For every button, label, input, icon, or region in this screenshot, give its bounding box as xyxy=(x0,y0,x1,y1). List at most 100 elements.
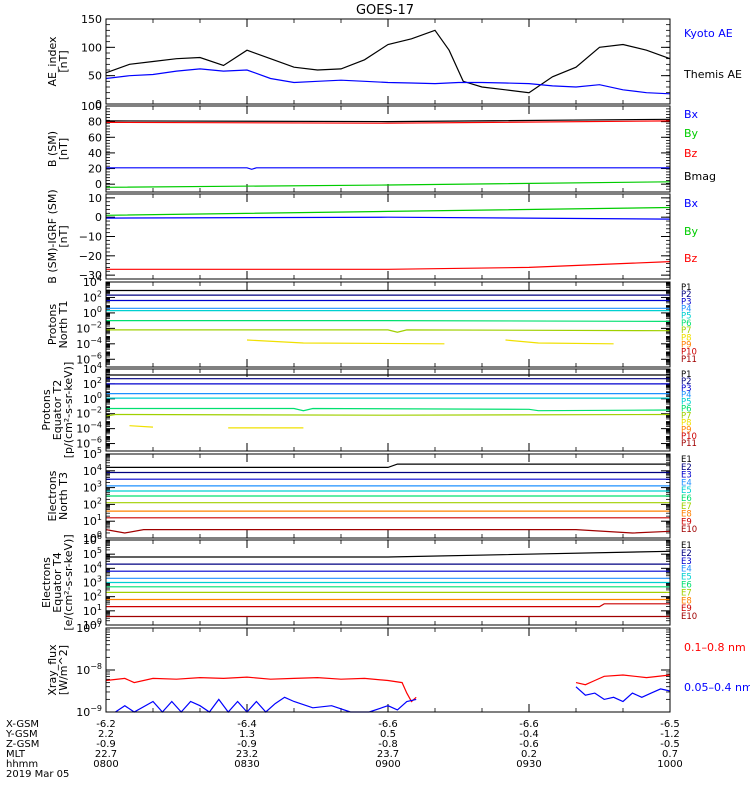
y-tick-label: 10−2 xyxy=(76,406,102,421)
y-axis-label: [e/(cm²-s-sr-keV)] xyxy=(62,534,75,630)
legend-entry: P7 xyxy=(681,326,692,336)
y-tick-label: 10−2 xyxy=(76,320,102,335)
series-9 xyxy=(505,339,614,345)
legend-entry: E4 xyxy=(681,478,692,488)
series-6 xyxy=(106,320,671,322)
y-tick-label: 20 xyxy=(88,163,102,176)
y-tick-label: −10 xyxy=(79,231,102,244)
y-tick-label: 100 xyxy=(83,617,102,632)
axis-row-label: Y-GSM xyxy=(5,729,38,740)
axis-row-value: 1000 xyxy=(657,759,682,770)
y-axis-label: B (SM) xyxy=(46,131,59,167)
axis-row-value: -6.6 xyxy=(519,719,539,730)
legend-entry: P8 xyxy=(681,333,692,343)
axis-row-value: -0.5 xyxy=(660,739,680,750)
y-tick-label: 10−9 xyxy=(76,704,102,719)
y-axis-label: Protons xyxy=(40,389,53,430)
right-label: Bz xyxy=(684,147,698,160)
series-8 xyxy=(129,425,154,428)
right-label: Kyoto AE xyxy=(684,27,733,40)
axis-row-value: 0900 xyxy=(375,759,400,770)
series-2 xyxy=(105,206,671,216)
right-label: Bz xyxy=(684,252,698,265)
panel-frame xyxy=(105,453,671,539)
legend-entry: E2 xyxy=(681,549,692,559)
legend-entry: E5 xyxy=(681,486,692,496)
legend-entry: E2 xyxy=(681,463,692,473)
y-tick-label: 102 xyxy=(83,376,102,391)
legend-entry: E8 xyxy=(681,596,692,606)
right-label: Bx xyxy=(684,197,699,210)
y-axis-label: North T3 xyxy=(57,472,70,520)
legend-entry: E7 xyxy=(681,588,692,598)
series-1 xyxy=(106,463,670,468)
panel-frame xyxy=(105,539,671,626)
y-tick-label: 10−4 xyxy=(76,421,102,436)
legend-entry: P4 xyxy=(681,391,692,401)
axis-row-value: -1.2 xyxy=(660,729,680,740)
y-tick-label: 102 xyxy=(83,496,102,511)
series-2 xyxy=(105,181,671,188)
y-tick-label: 80 xyxy=(88,116,102,129)
series-7 xyxy=(106,329,671,333)
legend-entry: P3 xyxy=(681,297,692,307)
y-axis-label: B (SM)-IGRF (SM) xyxy=(46,189,59,283)
legend-entry: P4 xyxy=(681,305,692,315)
y-axis-label: [nT] xyxy=(57,50,70,72)
legend-entry: E8 xyxy=(681,510,692,520)
y-tick-label: 101 xyxy=(83,513,102,528)
legend-entry: P8 xyxy=(681,418,692,428)
legend-entry: E6 xyxy=(681,581,692,591)
legend-entry: P2 xyxy=(681,290,692,300)
y-tick-label: 105 xyxy=(83,546,102,561)
y-tick-label: 103 xyxy=(83,480,102,495)
axis-row-value: 0.5 xyxy=(380,729,396,740)
legend-entry: E7 xyxy=(681,502,692,512)
legend-entry: E5 xyxy=(681,573,692,583)
y-tick-label: 100 xyxy=(83,391,102,406)
y-tick-label: 102 xyxy=(83,289,102,304)
series-10 xyxy=(105,528,671,534)
y-tick-label: 10 xyxy=(88,192,102,205)
panel-frame xyxy=(105,105,671,193)
legend-entry: P5 xyxy=(681,312,692,322)
y-tick-label: 103 xyxy=(83,575,102,590)
y-axis-label: AE_index xyxy=(46,36,59,87)
legend-entry: E6 xyxy=(681,494,692,504)
series-4 xyxy=(575,686,671,703)
axis-row-label: MLT xyxy=(6,749,26,760)
panel-8: 10−9 10−8 10−7 Xray_flux[W/m^2] xyxy=(46,620,671,719)
axis-row-value: -0.6 xyxy=(519,739,539,750)
panel-3: −30 −20 −10 0 10 B (SM)-IGRF (SM)[nT] xyxy=(46,189,671,284)
right-label: By xyxy=(684,127,699,140)
legend-entry: P5 xyxy=(681,398,692,408)
legend-entry: P9 xyxy=(681,340,692,350)
y-tick-label: 10−6 xyxy=(76,436,102,451)
axis-row-value: 0830 xyxy=(234,759,259,770)
legend-entry: E3 xyxy=(681,471,692,481)
y-axis-label: [W/m^2] xyxy=(57,645,70,695)
series-1 xyxy=(106,167,670,170)
axis-row-value: 22.7 xyxy=(95,749,117,760)
date-label: 2019 Mar 05 xyxy=(6,769,69,780)
right-label: 0.1–0.8 nm xyxy=(684,641,746,654)
legend-entry: E10 xyxy=(681,525,697,535)
y-tick-label: −20 xyxy=(79,250,102,263)
legend-entry: P1 xyxy=(681,370,692,380)
y-tick-label: 100 xyxy=(81,100,102,113)
y-axis-label: Equator T2 xyxy=(51,380,64,440)
right-label: Themis AE xyxy=(683,68,742,81)
legend-entry: P6 xyxy=(681,405,692,415)
y-tick-label: 100 xyxy=(83,305,102,320)
right-label: 0.05–0.4 nm xyxy=(684,681,750,694)
y-tick-label: 0 xyxy=(95,211,102,224)
axis-row-value: -6.6 xyxy=(378,719,398,730)
axis-row-value: -6.5 xyxy=(660,719,680,730)
y-tick-label: 100 xyxy=(83,530,102,545)
legend-entry: P2 xyxy=(681,377,692,387)
panel-frame xyxy=(105,627,671,713)
series-1 xyxy=(105,216,671,220)
